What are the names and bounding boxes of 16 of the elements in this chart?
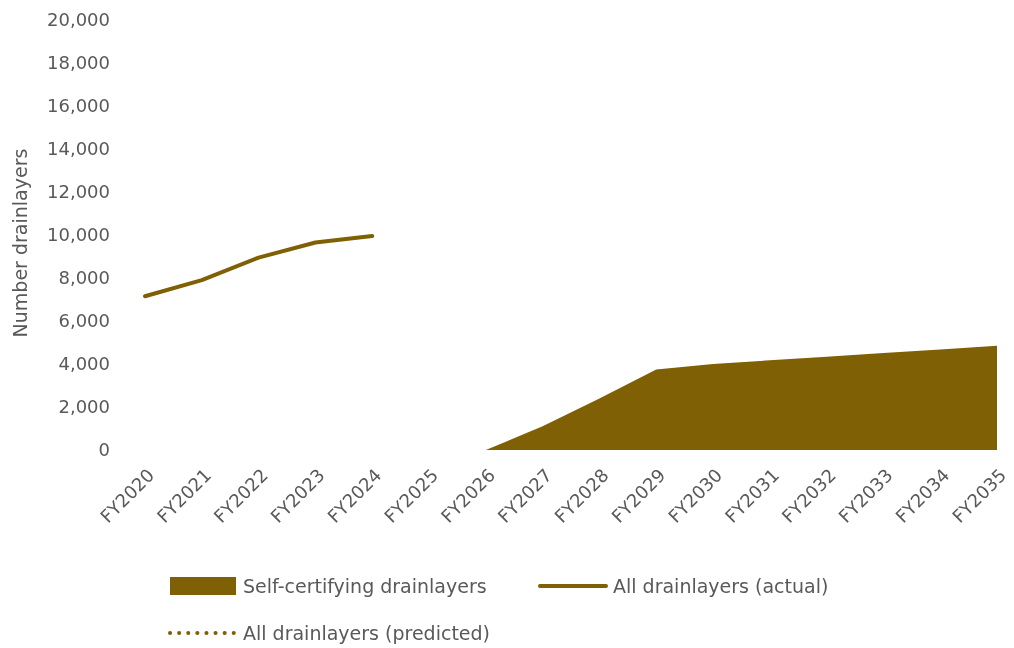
y-tick-label: 2,000 [58, 396, 110, 418]
y-tick-label: 12,000 [47, 181, 110, 203]
y-tick-label: 8,000 [58, 267, 110, 289]
y-tick-label: 18,000 [47, 52, 110, 74]
legend-label: All drainlayers (actual) [613, 574, 829, 597]
legend-label: Self-certifying drainlayers [243, 574, 487, 597]
y-tick-label: 14,000 [47, 138, 110, 160]
line-series [143, 234, 375, 299]
y-tick-label: 4,000 [58, 353, 110, 375]
y-tick-label: 6,000 [58, 310, 110, 332]
y-tick-label: 20,000 [47, 9, 110, 31]
legend-label: All drainlayers (predicted) [243, 621, 490, 644]
y-tick-label: 0 [98, 439, 110, 461]
y-tick-label: 10,000 [47, 224, 110, 246]
y-tick-label: 16,000 [47, 95, 110, 117]
y-axis-title: Number drainlayers [9, 148, 31, 338]
